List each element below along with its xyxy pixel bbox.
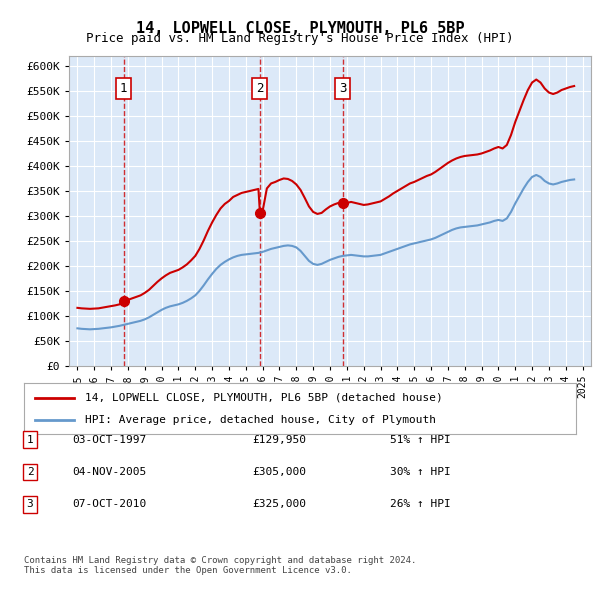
Text: 1: 1 xyxy=(120,82,127,95)
Text: Price paid vs. HM Land Registry's House Price Index (HPI): Price paid vs. HM Land Registry's House … xyxy=(86,32,514,45)
Text: HPI: Average price, detached house, City of Plymouth: HPI: Average price, detached house, City… xyxy=(85,415,436,425)
Text: 51% ↑ HPI: 51% ↑ HPI xyxy=(390,435,451,444)
Text: 04-NOV-2005: 04-NOV-2005 xyxy=(72,467,146,477)
Text: 26% ↑ HPI: 26% ↑ HPI xyxy=(390,500,451,509)
Text: 14, LOPWELL CLOSE, PLYMOUTH, PL6 5BP (detached house): 14, LOPWELL CLOSE, PLYMOUTH, PL6 5BP (de… xyxy=(85,392,442,402)
Text: 30% ↑ HPI: 30% ↑ HPI xyxy=(390,467,451,477)
Text: 03-OCT-1997: 03-OCT-1997 xyxy=(72,435,146,444)
Text: 1: 1 xyxy=(26,435,34,444)
Text: £305,000: £305,000 xyxy=(252,467,306,477)
Text: 07-OCT-2010: 07-OCT-2010 xyxy=(72,500,146,509)
Text: 2: 2 xyxy=(26,467,34,477)
Text: £325,000: £325,000 xyxy=(252,500,306,509)
Text: Contains HM Land Registry data © Crown copyright and database right 2024.
This d: Contains HM Land Registry data © Crown c… xyxy=(24,556,416,575)
Text: 2: 2 xyxy=(256,82,264,95)
Text: 3: 3 xyxy=(26,500,34,509)
Text: 3: 3 xyxy=(339,82,347,95)
Text: £129,950: £129,950 xyxy=(252,435,306,444)
Text: 14, LOPWELL CLOSE, PLYMOUTH, PL6 5BP: 14, LOPWELL CLOSE, PLYMOUTH, PL6 5BP xyxy=(136,21,464,35)
